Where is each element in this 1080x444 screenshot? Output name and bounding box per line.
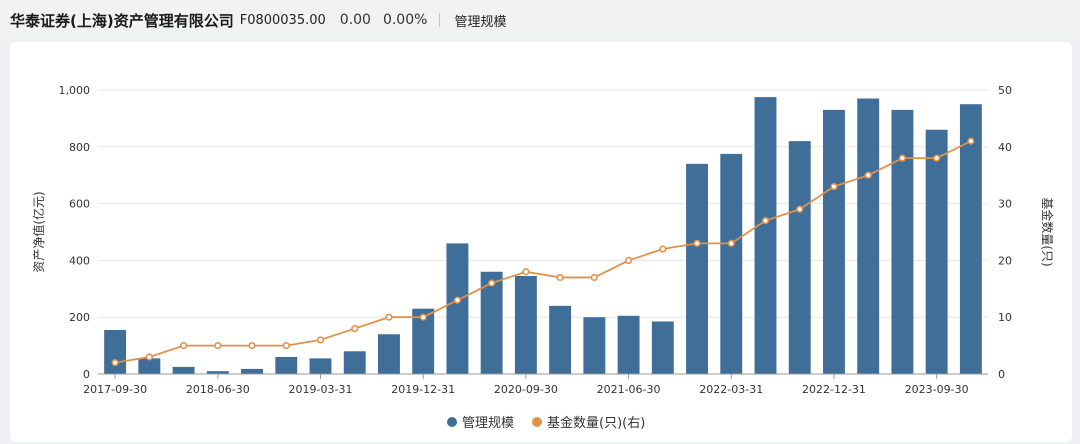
y-right-tick-label: 20 bbox=[998, 254, 1012, 267]
legend-marker-line bbox=[532, 417, 542, 427]
bar bbox=[583, 317, 606, 374]
y-axis-title: 资产净值(亿元) bbox=[31, 191, 46, 272]
line-point bbox=[282, 342, 290, 350]
bar bbox=[172, 366, 195, 374]
fund-name: 华泰证券(上海)资产管理有限公司 bbox=[10, 11, 234, 30]
bar bbox=[651, 321, 674, 374]
x-tick-label: 2019-03-31 bbox=[289, 383, 353, 396]
bar bbox=[891, 109, 914, 374]
line-point bbox=[796, 205, 804, 213]
bar bbox=[275, 356, 298, 374]
line-point bbox=[248, 342, 256, 350]
y-tick-label: 600 bbox=[69, 198, 90, 211]
legend-label-line: 基金数量(只)(右) bbox=[547, 415, 645, 431]
legend-marker-bar bbox=[447, 417, 457, 427]
line-point bbox=[830, 182, 838, 191]
bar bbox=[309, 358, 332, 374]
bar bbox=[241, 368, 263, 374]
y-tick-label: 200 bbox=[69, 311, 90, 324]
fund-value: 0.00 bbox=[339, 12, 371, 28]
x-tick-label: 2023-09-30 bbox=[905, 383, 969, 396]
line-point bbox=[864, 171, 872, 179]
line-point bbox=[111, 359, 119, 367]
bar bbox=[104, 329, 127, 374]
line-point bbox=[898, 154, 907, 162]
line-point bbox=[967, 137, 975, 145]
bar bbox=[959, 104, 982, 374]
fund-code: F0800035.00 bbox=[239, 12, 326, 28]
fund-change-pct: 0.00% bbox=[382, 12, 428, 28]
y-right-tick-label: 10 bbox=[998, 311, 1012, 324]
line-point bbox=[761, 217, 770, 225]
header-divider bbox=[439, 13, 441, 27]
bar bbox=[925, 129, 948, 374]
bar bbox=[206, 371, 229, 374]
line-point bbox=[214, 342, 222, 350]
bar bbox=[343, 351, 366, 374]
bar bbox=[514, 276, 537, 374]
line-point bbox=[556, 273, 564, 282]
x-tick-label: 2020-09-30 bbox=[494, 383, 558, 396]
management-scale-chart: 0 200 400 600 800 1,000 0 10 20 30 40 50 2017-09-30 2… bbox=[31, 84, 1055, 431]
y-right-tick-label: 0 bbox=[998, 368, 1005, 381]
line-point bbox=[145, 353, 153, 361]
bar bbox=[788, 141, 811, 374]
line-point bbox=[419, 313, 427, 321]
y-right-axis-title: 基金数量(只) bbox=[1040, 197, 1055, 266]
line-point bbox=[385, 313, 393, 321]
line-point bbox=[522, 268, 530, 276]
legend-label-bar: 管理规模 bbox=[462, 416, 514, 431]
x-tick-label: 2019-12-31 bbox=[391, 383, 455, 396]
line-point bbox=[659, 245, 667, 253]
bar bbox=[412, 308, 435, 374]
y-tick-label: 1,000 bbox=[59, 84, 91, 97]
x-tick-label: 2018-06-30 bbox=[186, 383, 250, 396]
y-tick-label: 800 bbox=[69, 141, 90, 154]
bar bbox=[754, 97, 777, 374]
line-point bbox=[488, 279, 496, 287]
x-tick-label: 2022-03-31 bbox=[699, 383, 763, 396]
line-point bbox=[624, 256, 633, 264]
tab-management-scale[interactable]: 管理规模 bbox=[454, 14, 507, 30]
y-right-tick-label: 50 bbox=[998, 84, 1012, 97]
line-point bbox=[316, 336, 325, 344]
line-point bbox=[179, 342, 188, 350]
line-point bbox=[933, 154, 941, 162]
x-tick-label: 2021-06-30 bbox=[597, 383, 661, 396]
x-tick-label: 2017-09-30 bbox=[83, 383, 147, 396]
line-point bbox=[351, 324, 359, 333]
bar bbox=[138, 358, 161, 374]
bar bbox=[549, 305, 572, 374]
y-tick-label: 400 bbox=[69, 254, 90, 267]
line-point bbox=[453, 296, 462, 304]
fund-header: 华泰证券(上海)资产管理有限公司 F0800035.00 0.00 0.00% … bbox=[0, 0, 1080, 40]
bar bbox=[857, 98, 880, 374]
bar bbox=[617, 315, 640, 374]
x-tick-label: 2022-12-31 bbox=[802, 383, 866, 396]
y-right-tick-label: 40 bbox=[998, 141, 1012, 154]
line-point bbox=[590, 273, 598, 282]
line-point bbox=[693, 239, 701, 247]
chart-panel: 0 200 400 600 800 1,000 0 10 20 30 40 50 2017-09-30 2… bbox=[10, 42, 1072, 442]
bar bbox=[446, 243, 469, 374]
y-tick-label: 0 bbox=[83, 368, 90, 381]
bar bbox=[686, 163, 708, 374]
bar bbox=[378, 334, 400, 374]
bar bbox=[480, 271, 503, 374]
bar bbox=[823, 109, 845, 374]
bar bbox=[720, 153, 743, 374]
fund-count-line bbox=[114, 140, 972, 364]
y-right-tick-label: 30 bbox=[998, 198, 1012, 211]
line-point bbox=[727, 239, 735, 247]
